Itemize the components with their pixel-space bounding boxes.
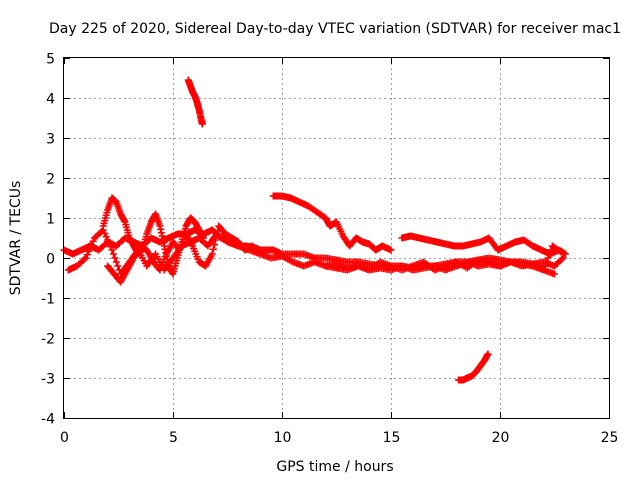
data-point [104,236,112,244]
data-point [198,120,206,128]
y-tick-label: -2 [41,332,55,348]
data-point [86,244,94,252]
data-point [200,234,208,242]
data-point [107,243,115,251]
data-point [551,270,558,278]
data-point [256,246,264,254]
series-track-swirl-b [104,222,264,286]
x-axis-label: GPS time / hours [276,459,393,475]
y-tick-label: -1 [41,292,55,308]
data-point [210,241,218,249]
x-tick-label: 25 [601,430,619,446]
data-point [88,241,96,249]
y-axis-label: SDTVAR / TECUs [8,181,24,296]
data-point [114,262,122,270]
data-point [212,236,220,244]
y-tick-label: -4 [41,412,55,428]
y-tick-label: 5 [46,52,55,68]
data-point [541,262,549,270]
data-layer [60,76,569,384]
data-point [85,247,93,255]
data-point [101,229,109,237]
data-point [484,350,492,358]
data-point [558,255,566,263]
x-tick-label: 5 [169,430,178,446]
y-tick-label: 2 [46,172,55,188]
data-point [89,237,97,245]
y-tick-label: 4 [46,92,55,108]
x-tick-label: 0 [60,430,69,446]
ticks: 0 5 10 15 20 25 -4 -3 -2 -1 0 1 2 3 4 5 [41,52,618,447]
series-track-late [322,242,565,274]
data-point [209,245,217,253]
data-point [387,246,395,254]
x-tick-label: 15 [383,430,401,446]
data-point [80,255,88,263]
data-point [545,250,553,258]
data-point [102,233,110,241]
data-point [111,254,119,262]
y-tick-label: 3 [46,132,55,148]
data-point [83,251,91,259]
data-point [82,254,90,262]
data-point [208,250,216,258]
plot-frame [63,57,610,419]
chart-title: Day 225 of 2020, Sidereal Day-to-day VTE… [49,21,621,37]
y-tick-label: 1 [46,212,55,228]
series-track-afternoon [269,192,395,254]
series-track-evening [398,232,569,258]
data-point [108,246,116,254]
data-point [556,247,564,255]
x-tick-label: 10 [274,430,292,446]
series-track-high [184,76,206,128]
data-point [540,266,548,274]
data-point [557,248,565,256]
data-point [112,258,120,266]
series-track-low [455,350,492,384]
data-point [105,239,113,247]
y-tick-label: -3 [41,372,55,388]
data-point [109,250,117,258]
data-point [213,231,221,239]
data-point [544,254,552,262]
x-tick-label: 20 [492,430,510,446]
y-tick-label: 0 [46,252,55,268]
data-point [543,258,551,266]
data-point [561,250,569,258]
